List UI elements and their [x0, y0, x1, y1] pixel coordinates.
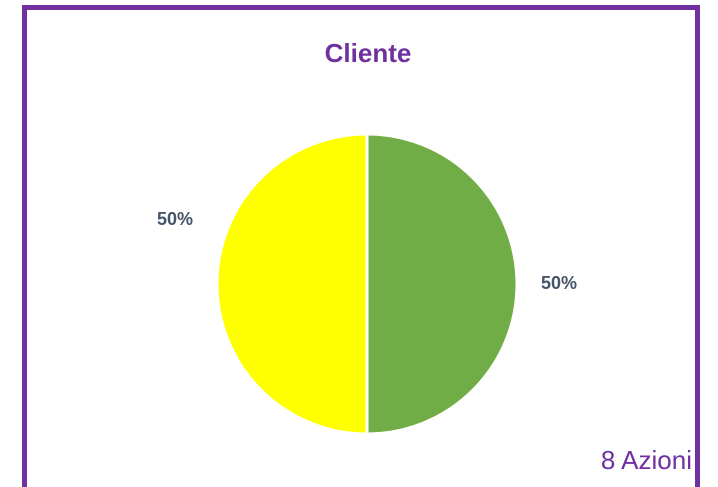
pie-slice	[215, 132, 369, 436]
data-label: 50%	[157, 209, 193, 229]
data-label: 50%	[541, 273, 577, 293]
pie-slice	[365, 132, 519, 436]
chart-title: Cliente	[325, 38, 412, 68]
annotation: 8 Azioni	[601, 445, 692, 475]
